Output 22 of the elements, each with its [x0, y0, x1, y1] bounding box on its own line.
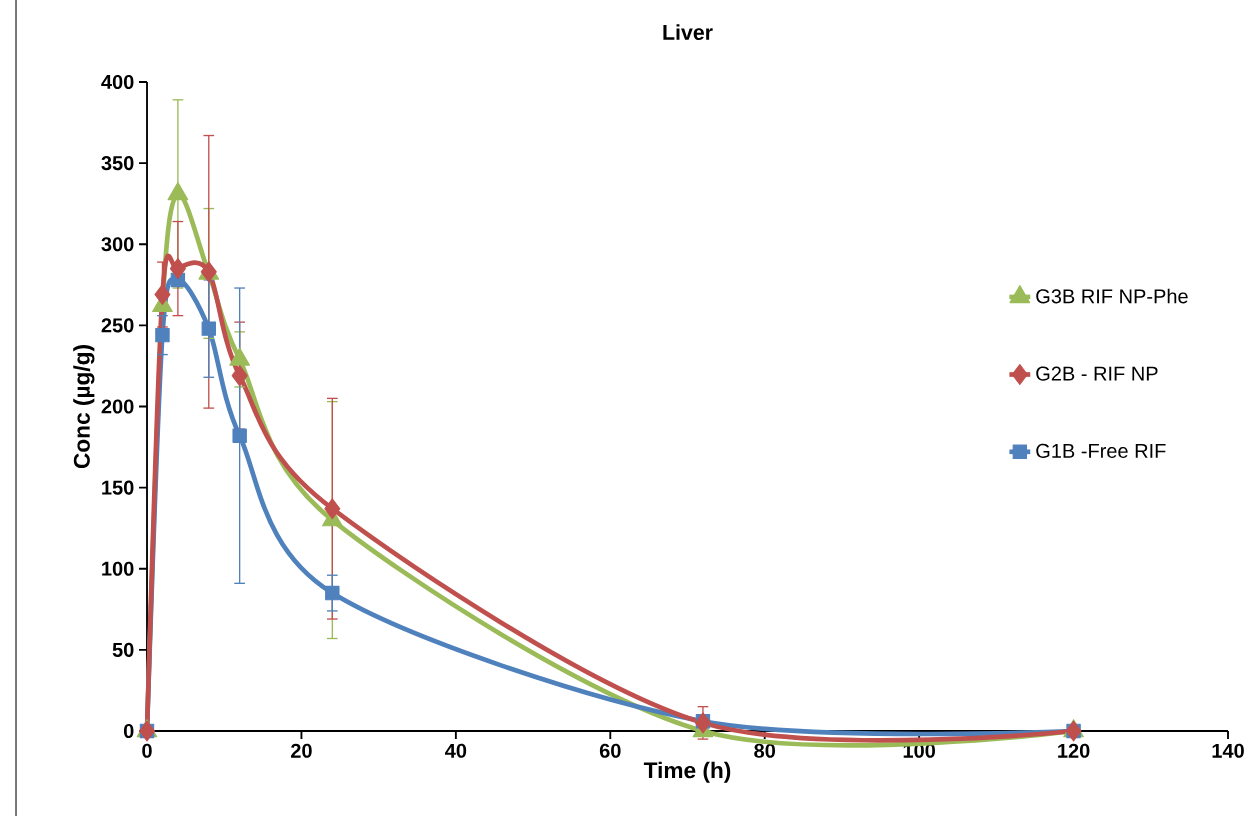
legend-label: G1B -Free RIF	[1036, 443, 1166, 458]
y-tick-label: 300	[101, 237, 134, 252]
y-tick-label: 150	[102, 480, 134, 495]
legend-label: G3B RIF NP-Phe	[1036, 288, 1188, 304]
y-tick-label: 50	[112, 642, 134, 657]
x-tick-label: 80	[754, 743, 776, 758]
y-axis-title: Conc (µg/g)	[73, 345, 95, 469]
y-tick-label: 350	[101, 156, 134, 171]
x-tick-label: 0	[142, 743, 152, 758]
legend-label: G2B - RIF NP	[1036, 366, 1158, 381]
x-tick-label: 120	[1058, 743, 1090, 758]
x-tick-label: 40	[445, 743, 467, 758]
y-tick-label: 250	[101, 318, 134, 333]
y-tick-label: 400	[101, 74, 134, 90]
y-tick-label: 0	[123, 723, 134, 739]
y-tick-label: 100	[102, 561, 134, 576]
x-tick-label: 20	[291, 743, 312, 758]
x-tick-label: 60	[599, 743, 621, 758]
chart-title: Liver	[663, 24, 713, 40]
y-tick-label: 200	[101, 399, 134, 414]
x-axis-title: Time (h)	[643, 761, 731, 783]
x-tick-label: 140	[1212, 743, 1244, 758]
